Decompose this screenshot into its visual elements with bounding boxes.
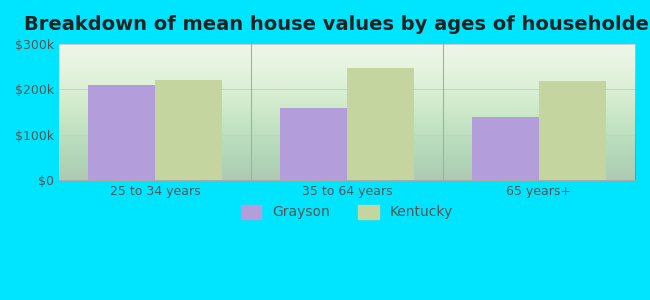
Bar	[347, 68, 414, 180]
Bar	[280, 108, 347, 180]
Legend: Grayson, Kentucky: Grayson, Kentucky	[235, 199, 459, 225]
Bar	[472, 117, 539, 180]
Title: Breakdown of mean house values by ages of householders: Breakdown of mean house values by ages o…	[24, 15, 650, 34]
Bar	[539, 81, 606, 180]
Bar	[155, 80, 222, 180]
Bar	[88, 85, 155, 180]
